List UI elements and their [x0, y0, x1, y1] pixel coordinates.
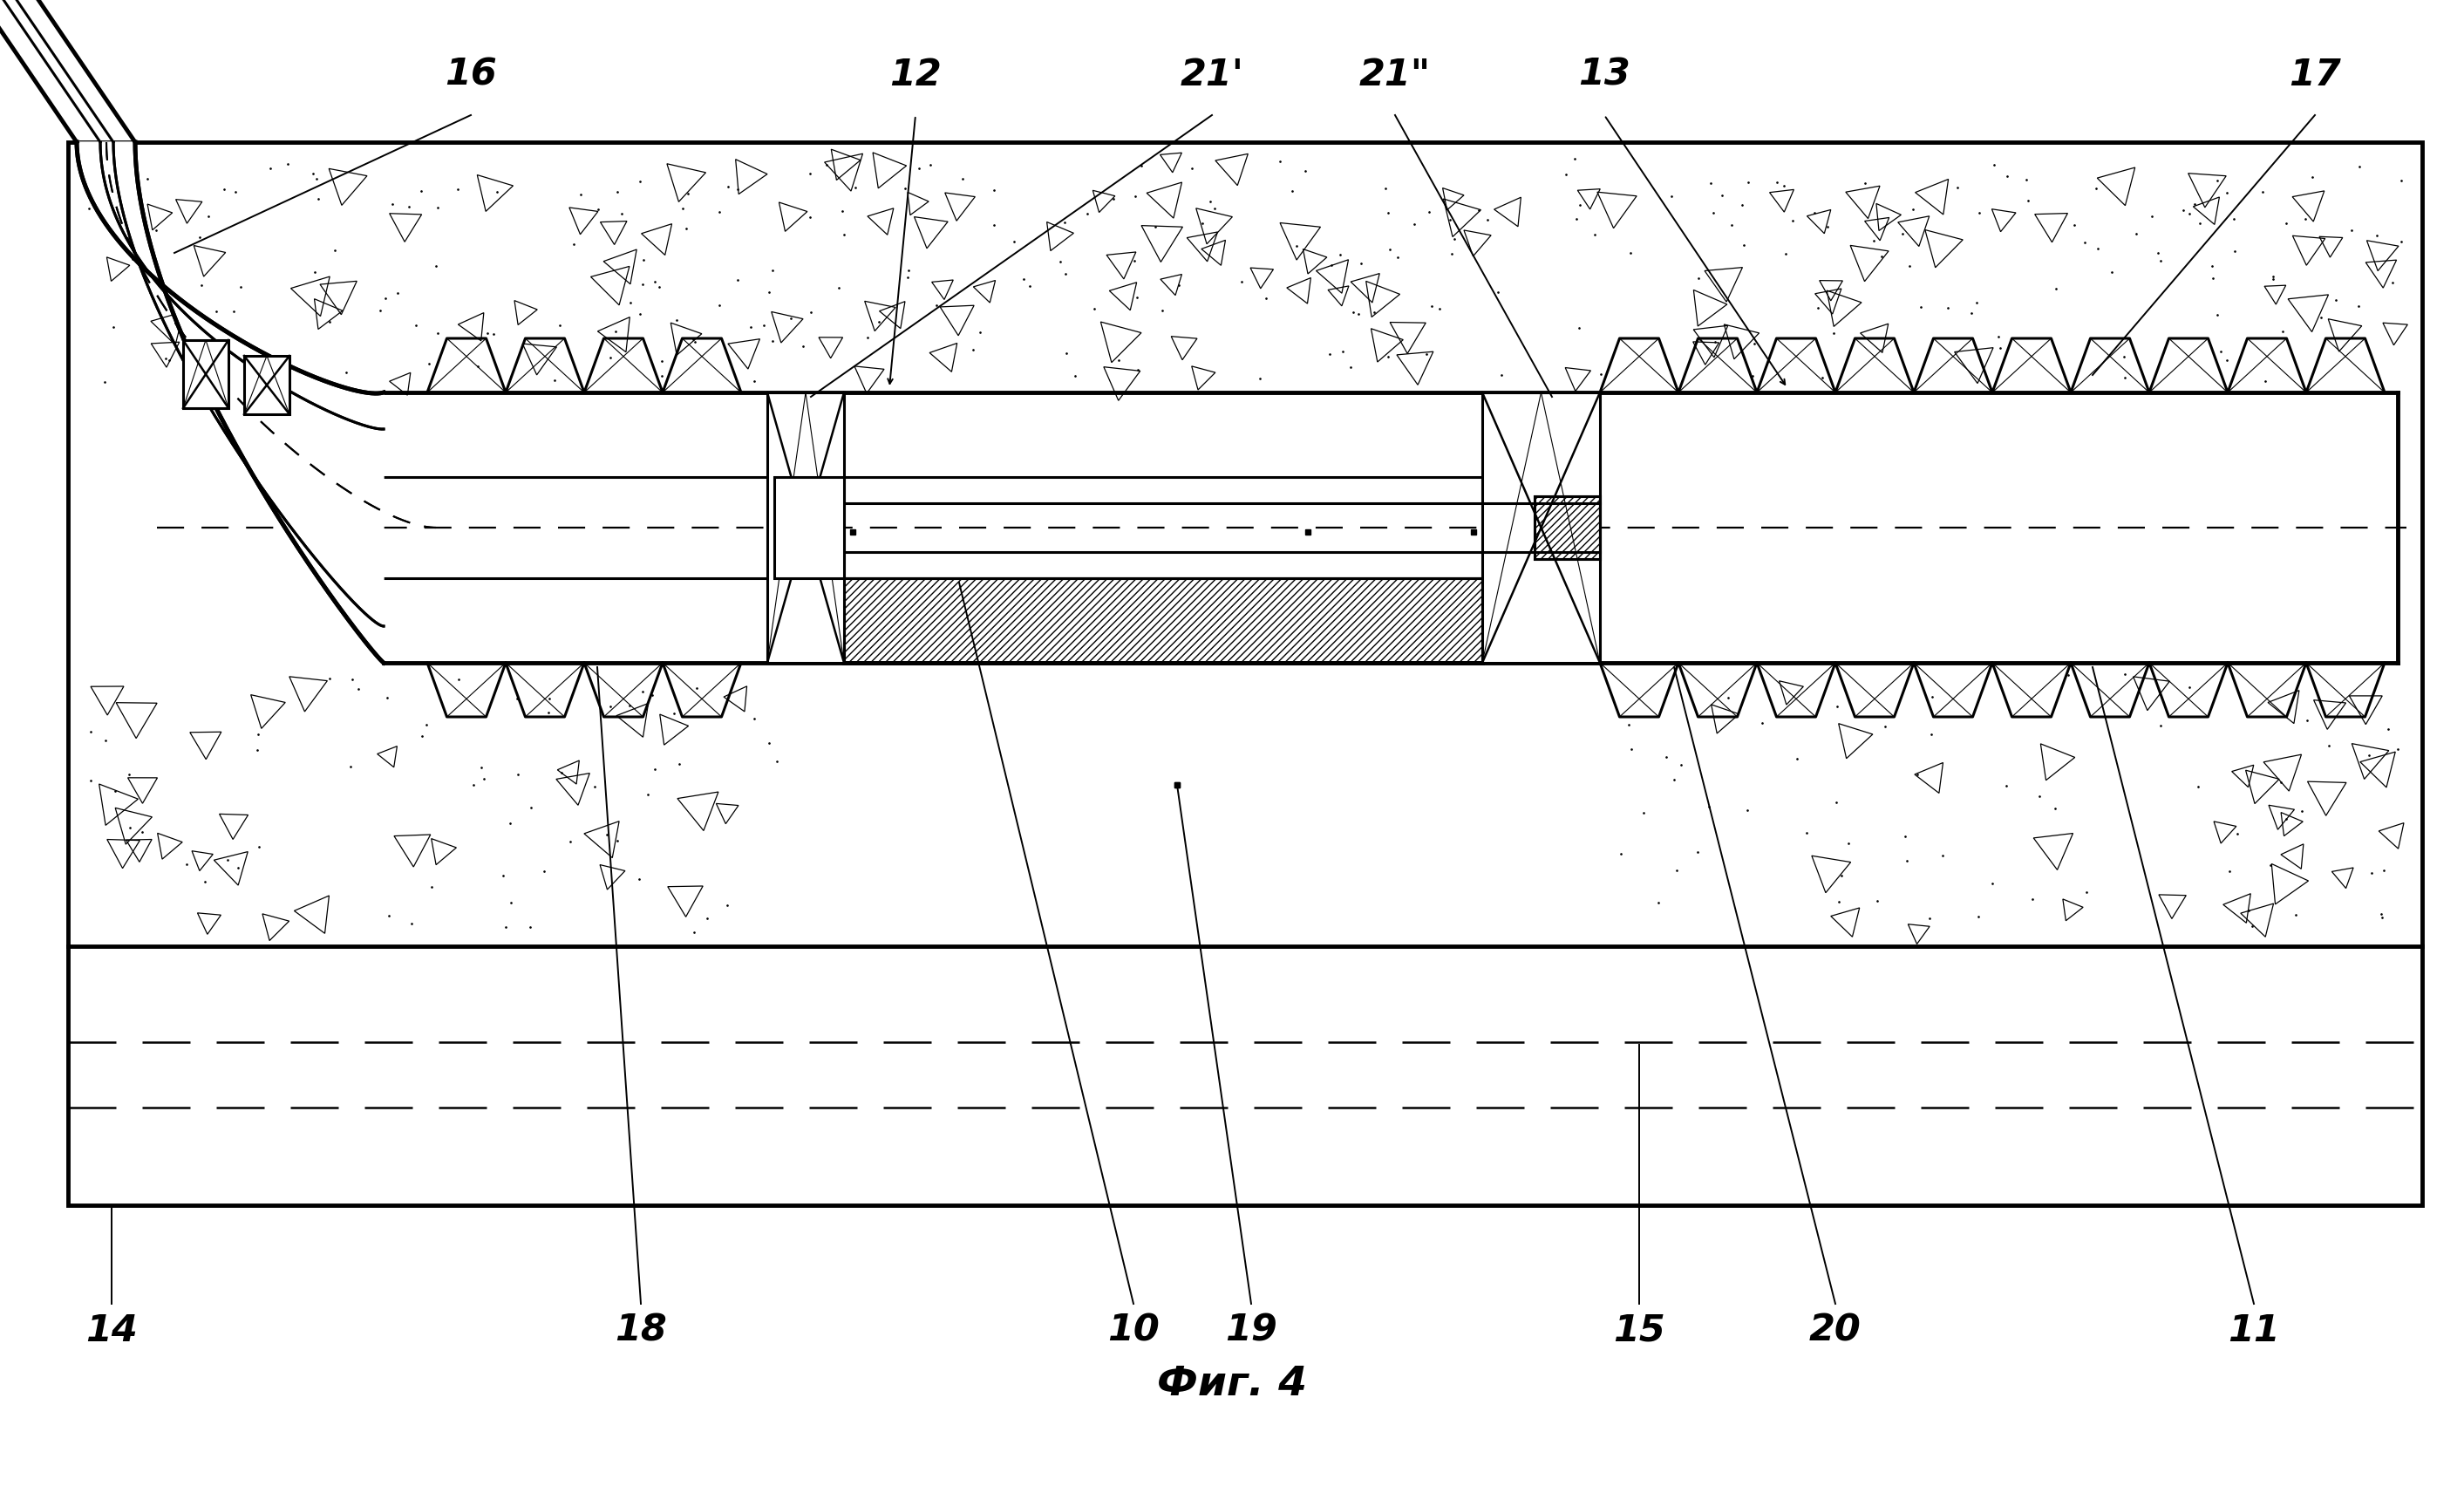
- Polygon shape: [76, 142, 384, 663]
- Bar: [1535, 497, 1599, 560]
- Bar: [182, 340, 229, 408]
- Bar: [1483, 393, 1599, 663]
- Bar: [774, 477, 845, 578]
- Text: Фиг. 4: Фиг. 4: [1158, 1365, 1306, 1404]
- Bar: [845, 477, 1483, 578]
- Text: 17: 17: [2289, 57, 2341, 93]
- Text: 21': 21': [1180, 57, 1244, 93]
- Bar: [1535, 497, 1599, 560]
- Bar: [69, 142, 2422, 1205]
- Text: 10: 10: [1106, 1312, 1161, 1348]
- Text: 13: 13: [1579, 57, 1631, 93]
- Bar: [244, 356, 288, 414]
- Text: 15: 15: [1614, 1312, 1666, 1348]
- Text: 14: 14: [86, 1312, 138, 1348]
- Text: 16: 16: [446, 57, 498, 93]
- Text: 11: 11: [2227, 1312, 2279, 1348]
- Text: 12: 12: [890, 57, 941, 93]
- Text: 18: 18: [616, 1312, 668, 1348]
- Text: 21": 21": [1360, 57, 1432, 93]
- Bar: [766, 393, 845, 663]
- Text: 20: 20: [1809, 1312, 1860, 1348]
- Text: 19: 19: [1225, 1312, 1276, 1348]
